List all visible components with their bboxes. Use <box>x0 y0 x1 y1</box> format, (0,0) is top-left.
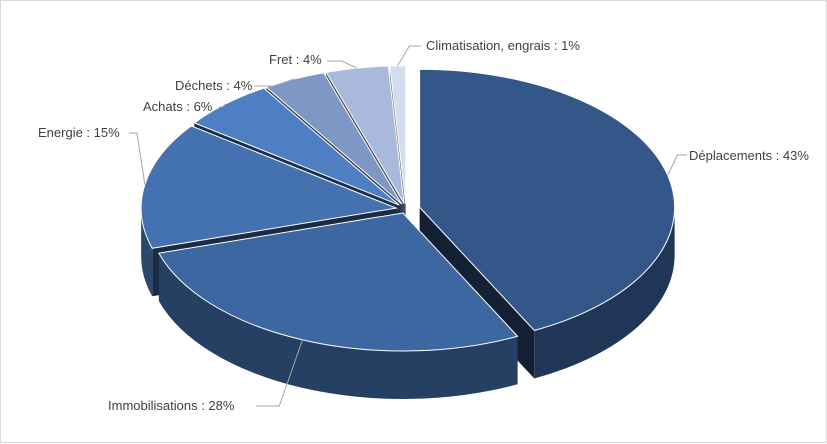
slice-label-immobilisations: Immobilisations : 28% <box>108 398 235 413</box>
leader-line-fret <box>327 60 358 69</box>
slice-fret <box>325 65 405 204</box>
slice-label-fret: Fret : 4% <box>269 52 322 67</box>
leader-line-climatisation <box>397 45 421 66</box>
slice-side-immobilisations <box>158 253 518 399</box>
leader-line-deplacements <box>667 154 687 176</box>
slice-dechets <box>265 72 403 205</box>
leader-line-immobilisations <box>256 339 303 407</box>
slice-immobilisations <box>158 212 519 352</box>
leader-line-achats <box>219 103 227 108</box>
slice-side-deplacements <box>534 207 675 379</box>
leader-line-energie <box>129 132 146 185</box>
slice-label-climatisation: Climatisation, engrais : 1% <box>426 38 580 53</box>
leader-line-dechets <box>254 78 295 87</box>
slice-label-achats: Achats : 6% <box>143 99 213 114</box>
slice-label-deplacements: Déplacements : 43% <box>689 148 809 163</box>
slice-label-dechets: Déchets : 4% <box>175 78 253 93</box>
slice-label-energie: Energie : 15% <box>38 125 120 140</box>
slice-deplacements <box>419 68 676 332</box>
